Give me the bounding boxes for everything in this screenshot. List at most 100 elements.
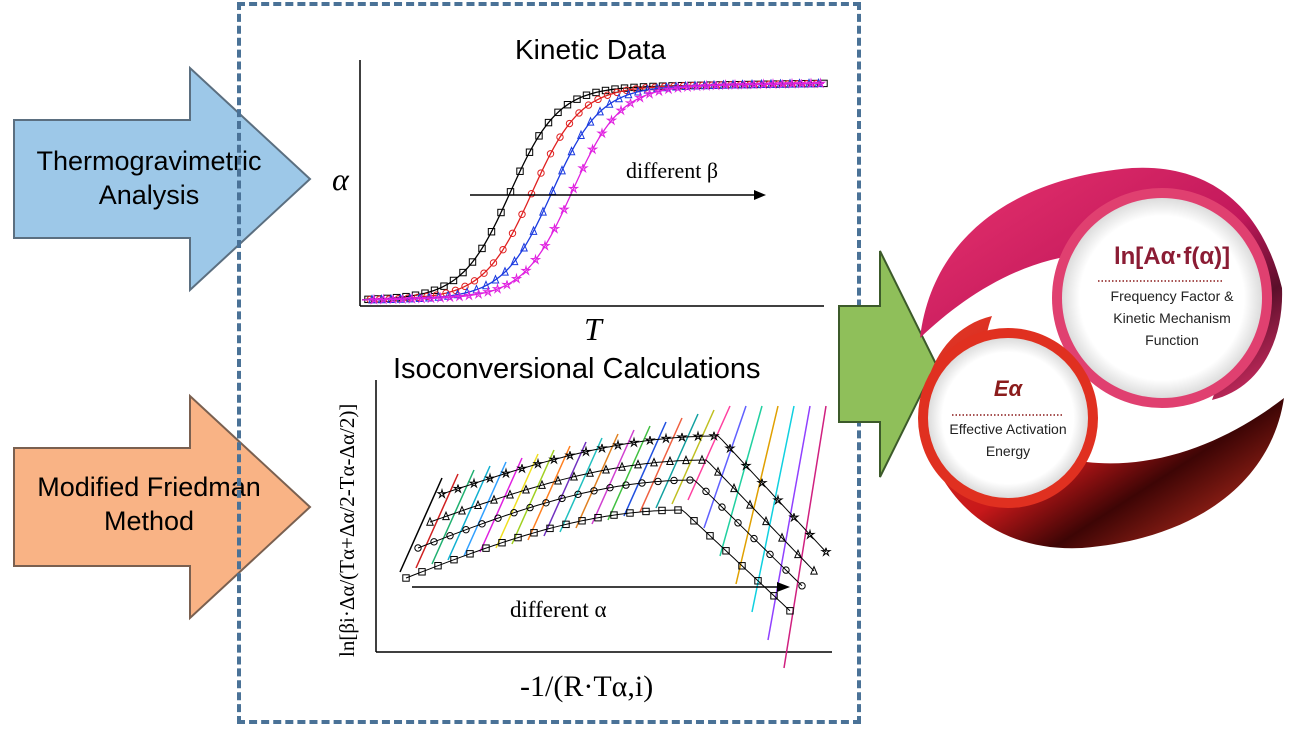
iso-curve-1-marker (466, 550, 474, 558)
kinetic-series-4-marker (482, 285, 494, 297)
kinetic-series-4-marker (539, 239, 551, 251)
iso-curve-3-marker (714, 466, 722, 476)
thermogravimetric-line2: Analysis (98, 180, 200, 210)
iso-curve-1-marker (450, 555, 458, 564)
kinetic-series-4-marker (406, 292, 418, 304)
kinetic-series-4-marker (396, 294, 409, 305)
kinetic-series-4-marker (605, 114, 618, 126)
kinetic-series-3-marker (605, 98, 614, 108)
kinetic-series-1-marker (554, 108, 562, 117)
kinetic-series-3-marker (491, 274, 500, 284)
iso-curve-3-marker (650, 457, 658, 467)
bottom-circle (928, 338, 1088, 498)
iso-alpha-line (783, 405, 827, 669)
kinetic-series-1-marker (487, 228, 496, 236)
thermogravimetric-arrow (13, 65, 312, 293)
iso-curve-3-marker (778, 532, 786, 542)
thermogravimetric-line1: Thermogravimetric (36, 146, 262, 176)
kinetic-series-3-marker (567, 146, 576, 156)
iso-curve-1-marker (418, 568, 426, 576)
iso-curve-4-marker (820, 547, 832, 557)
iso-title: Isoconversional Calculations (393, 353, 761, 385)
iso-curve-1-marker (658, 506, 666, 515)
iso-curve-2-marker (462, 525, 470, 534)
kinetic-series-1-marker (535, 132, 543, 140)
iso-curve-1-marker (434, 562, 442, 570)
iso-curve-2-marker (606, 483, 614, 492)
iso-curve-4-marker (596, 443, 608, 454)
kinetic-series-1-marker (449, 276, 458, 285)
kinetic-series-4-marker (767, 78, 779, 90)
iso-curve-4-marker (484, 472, 496, 484)
iso-curve-4-marker (468, 477, 480, 489)
iso-curve-1-marker (562, 520, 570, 529)
frequency-formula: ln[Aα·f(α)] (1113, 243, 1231, 270)
kinetic-series-2-marker (546, 150, 555, 158)
iso-curve-1-marker (610, 511, 618, 519)
iso-alpha-line (591, 429, 635, 525)
kinetic-series-4-marker (719, 79, 732, 91)
iso-curve-2 (417, 479, 803, 587)
iso-curve-3 (429, 459, 815, 572)
iso-curve-1-marker (482, 544, 490, 552)
kinetic-series-4-marker (814, 77, 827, 89)
kinetic-annotation: different β (626, 158, 718, 183)
kinetic-series-4-marker (710, 81, 722, 91)
iso-ylabel: ln[βi·Δα/(Tα+Δα/2-Tα-Δα/2)] (335, 404, 359, 657)
kinetic-series-4-marker (387, 295, 399, 305)
iso-curve-2-marker (510, 509, 518, 517)
iso-curve-2-marker (686, 476, 694, 484)
iso-curve-1-marker (674, 506, 682, 514)
iso-alpha-line (735, 405, 779, 585)
iso-curve-4-marker (612, 439, 624, 451)
kinetic-series-2-marker (461, 282, 469, 291)
kinetic-series-3-marker (558, 165, 566, 175)
iso-curve-1-marker (626, 509, 634, 517)
iso-curve-4-marker (452, 484, 464, 494)
iso-alpha-line (511, 449, 555, 545)
kinetic-series-1-marker (563, 101, 572, 109)
kinetic-series-4-marker (415, 294, 428, 304)
iso-curve-2-marker (414, 544, 422, 552)
iso-alpha-line (527, 445, 571, 541)
kinetic-series-3-marker (482, 280, 490, 290)
iso-curve-2-marker (654, 477, 662, 486)
kinetic-series-1-marker (459, 268, 467, 277)
frequency-line3: Function (1145, 332, 1199, 348)
kinetic-series-3-marker (596, 106, 604, 116)
kinetic-title: Kinetic Data (515, 34, 666, 65)
iso-curve-4-marker (708, 431, 720, 441)
kinetic-series-3-marker (520, 242, 528, 252)
beta-arrow-head (754, 190, 766, 200)
iso-curve-2-marker (542, 499, 550, 507)
kinetic-series-4-marker (548, 222, 561, 234)
iso-curve-4-marker (516, 464, 528, 474)
kinetic-series-4-marker (700, 79, 713, 91)
kinetic-series-3-marker (586, 116, 595, 126)
iso-curve-2-marker (750, 534, 758, 543)
kinetic-series-1-marker (497, 208, 505, 217)
iso-curve-1-marker (498, 539, 506, 547)
iso-curve-2-marker (446, 532, 454, 540)
kinetic-series-1-marker (630, 83, 638, 92)
kinetic-xlabel: T (584, 311, 604, 347)
kinetic-series-3-marker (539, 206, 547, 216)
iso-curve-1-marker (402, 574, 410, 582)
activation-symbol: Eα (993, 376, 1023, 401)
iso-chart: different α ln[βi·Δα/(Tα+Δα/2-Tα-Δα/2)] … (335, 380, 832, 703)
iso-curve-2-marker (670, 476, 678, 485)
kinetic-series-4-marker (729, 78, 741, 90)
iso-curve-4-marker (436, 487, 448, 499)
kinetic-series-4-marker (501, 280, 513, 290)
iso-curve-4-marker (644, 435, 656, 446)
iso-curve-4-marker (548, 455, 560, 465)
activation-line1: Effective Activation (949, 421, 1067, 437)
iso-alpha-line (639, 417, 683, 513)
kinetic-chart: different β α T (332, 60, 828, 347)
alpha-arrow-head (777, 582, 790, 592)
iso-curve-4-marker (740, 459, 752, 471)
kinetic-series-3-marker (501, 266, 509, 276)
frequency-line1: Frequency Factor & (1110, 288, 1234, 304)
kinetic-series-4-marker (586, 143, 599, 155)
kinetic-series-4-marker (738, 80, 751, 90)
